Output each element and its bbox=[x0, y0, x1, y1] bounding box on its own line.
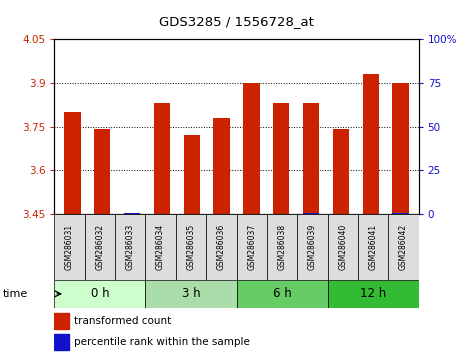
Bar bbox=[54, 280, 146, 308]
Bar bbox=[236, 214, 267, 280]
Text: percentile rank within the sample: percentile rank within the sample bbox=[74, 337, 250, 348]
Bar bbox=[358, 214, 388, 280]
Bar bbox=[333, 130, 349, 214]
Bar bbox=[393, 83, 409, 214]
Bar bbox=[154, 213, 170, 214]
Text: GSM286032: GSM286032 bbox=[96, 224, 105, 270]
Text: GSM286035: GSM286035 bbox=[186, 224, 195, 270]
Bar bbox=[115, 214, 146, 280]
Bar bbox=[303, 103, 319, 214]
Bar bbox=[54, 214, 85, 280]
Bar bbox=[267, 214, 297, 280]
Bar bbox=[94, 213, 110, 214]
Text: GSM286038: GSM286038 bbox=[278, 224, 287, 270]
Text: GSM286037: GSM286037 bbox=[247, 224, 256, 270]
Bar bbox=[273, 213, 289, 214]
Bar bbox=[297, 214, 327, 280]
Text: GSM286031: GSM286031 bbox=[65, 224, 74, 270]
Bar bbox=[184, 135, 200, 214]
Text: GSM286039: GSM286039 bbox=[308, 224, 317, 270]
Bar bbox=[243, 213, 260, 214]
Text: GSM286040: GSM286040 bbox=[338, 224, 347, 270]
Text: 12 h: 12 h bbox=[360, 287, 386, 300]
Bar bbox=[124, 213, 140, 214]
Text: transformed count: transformed count bbox=[74, 316, 172, 326]
Bar bbox=[213, 118, 230, 214]
Bar bbox=[393, 213, 409, 214]
Bar bbox=[54, 313, 69, 329]
Bar bbox=[54, 334, 69, 350]
Bar bbox=[303, 213, 319, 214]
Text: GSM286034: GSM286034 bbox=[156, 224, 165, 270]
Text: 6 h: 6 h bbox=[272, 287, 291, 300]
Text: GSM286036: GSM286036 bbox=[217, 224, 226, 270]
Bar bbox=[146, 280, 236, 308]
Text: GSM286042: GSM286042 bbox=[399, 224, 408, 270]
Text: GSM286033: GSM286033 bbox=[126, 224, 135, 270]
Bar bbox=[236, 280, 327, 308]
Text: 0 h: 0 h bbox=[91, 287, 109, 300]
Bar bbox=[206, 214, 236, 280]
Bar bbox=[154, 103, 170, 214]
Bar bbox=[64, 213, 80, 214]
Bar bbox=[64, 112, 80, 214]
Bar bbox=[243, 83, 260, 214]
Bar bbox=[273, 103, 289, 214]
Bar bbox=[363, 74, 379, 214]
Bar bbox=[213, 213, 230, 214]
Bar bbox=[388, 214, 419, 280]
Bar bbox=[363, 213, 379, 214]
Bar bbox=[327, 214, 358, 280]
Bar bbox=[85, 214, 115, 280]
Bar bbox=[327, 280, 419, 308]
Text: GDS3285 / 1556728_at: GDS3285 / 1556728_at bbox=[159, 15, 314, 28]
Bar bbox=[176, 214, 206, 280]
Text: 3 h: 3 h bbox=[182, 287, 200, 300]
Text: GSM286041: GSM286041 bbox=[368, 224, 377, 270]
Bar bbox=[94, 130, 110, 214]
Text: time: time bbox=[2, 289, 27, 299]
Bar bbox=[146, 214, 176, 280]
